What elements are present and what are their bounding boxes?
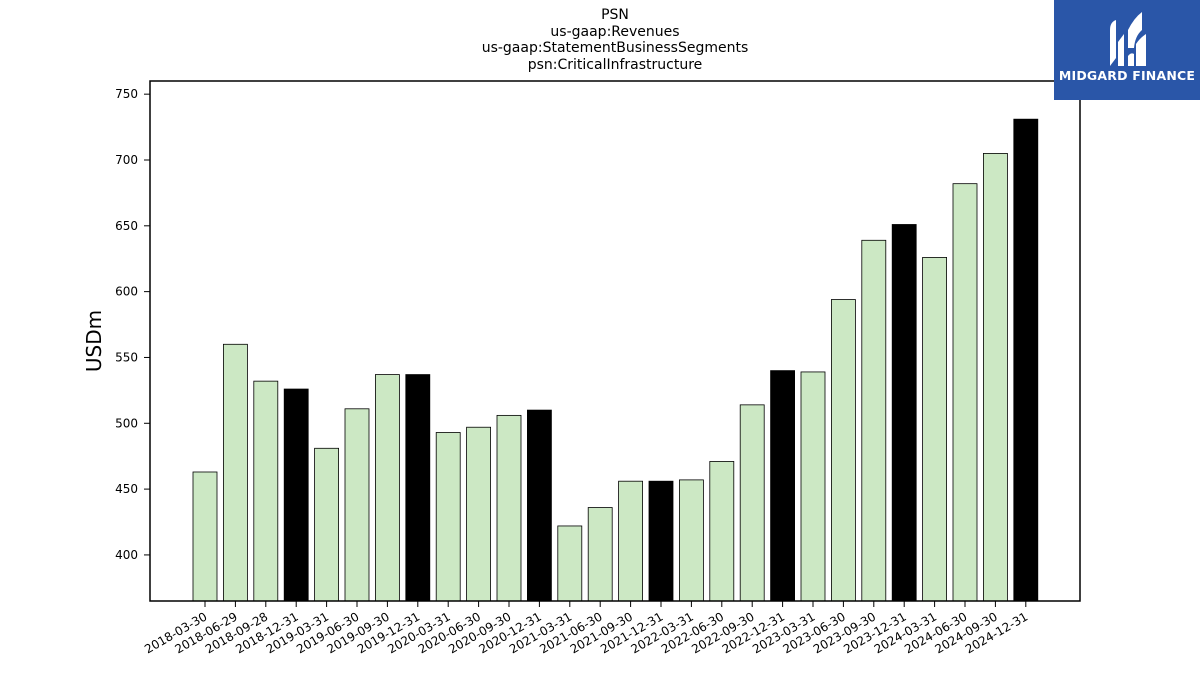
midgard-finance-logo: MIDGARD FINANCE xyxy=(1054,0,1200,100)
bar-2021-06-30 xyxy=(587,507,613,602)
bar-2023-06-30 xyxy=(831,299,856,602)
title-line-concept: us-gaap:Revenues xyxy=(550,23,680,40)
bar-2020-03-31 xyxy=(435,432,461,602)
bar-2020-06-30 xyxy=(466,426,492,602)
bar-2024-03-31 xyxy=(922,257,947,602)
bar-2018-09-28 xyxy=(253,380,279,602)
bar-2020-09-30 xyxy=(496,414,522,602)
bar-2022-03-31 xyxy=(679,479,704,602)
chart-title: PSN us-gaap:Revenues us-gaap:StatementBu… xyxy=(150,7,1080,73)
bar-2023-09-30 xyxy=(861,239,887,602)
x-axis: 2018-03-302018-06-292018-09-282018-12-31… xyxy=(142,601,1030,656)
bar-2024-12-31 xyxy=(1013,118,1039,602)
y-tick-label: 650 xyxy=(115,219,138,233)
bar-2019-12-31 xyxy=(405,374,431,602)
bar-2022-06-30 xyxy=(709,461,735,602)
bar-2018-12-31 xyxy=(283,388,309,602)
y-tick-label: 450 xyxy=(115,482,138,496)
y-axis: 400 450 500 550 600 650 700 750 xyxy=(115,87,150,562)
bar-2019-06-30 xyxy=(344,408,370,602)
bar-2018-03-30 xyxy=(192,471,218,602)
logo-text: MIDGARD FINANCE xyxy=(1058,68,1196,83)
bar-2022-12-31 xyxy=(770,370,795,602)
bar-2024-06-30 xyxy=(952,183,978,602)
title-line-ticker: PSN xyxy=(601,7,629,23)
y-tick-label: 750 xyxy=(115,87,138,101)
bar-2024-09-30 xyxy=(983,153,1008,602)
logo-mark-icon xyxy=(1110,12,1146,66)
bars-group xyxy=(192,118,1039,602)
y-axis-label: USDm xyxy=(82,310,106,372)
bar-2023-12-31 xyxy=(891,224,917,602)
y-tick-label: 400 xyxy=(115,548,138,562)
plot-frame xyxy=(149,80,1081,602)
bar-2022-09-30 xyxy=(739,404,765,602)
title-line-axis: us-gaap:StatementBusinessSegments xyxy=(481,40,749,56)
bar-2019-09-30 xyxy=(374,374,400,602)
bar-2021-09-30 xyxy=(618,480,643,602)
bar-2020-12-31 xyxy=(527,409,552,602)
y-tick-label: 700 xyxy=(115,153,138,167)
bar-2021-03-31 xyxy=(557,525,583,602)
bar-2023-03-31 xyxy=(800,371,826,602)
title-line-member: psn:CriticalInfrastructure xyxy=(527,56,703,73)
bar-2018-06-29 xyxy=(222,343,248,602)
y-tick-label: 500 xyxy=(115,416,138,430)
bar-2021-12-31 xyxy=(648,480,674,602)
y-tick-label: 550 xyxy=(115,350,138,364)
bar-2019-03-31 xyxy=(314,447,340,602)
y-tick-label: 600 xyxy=(115,285,138,299)
